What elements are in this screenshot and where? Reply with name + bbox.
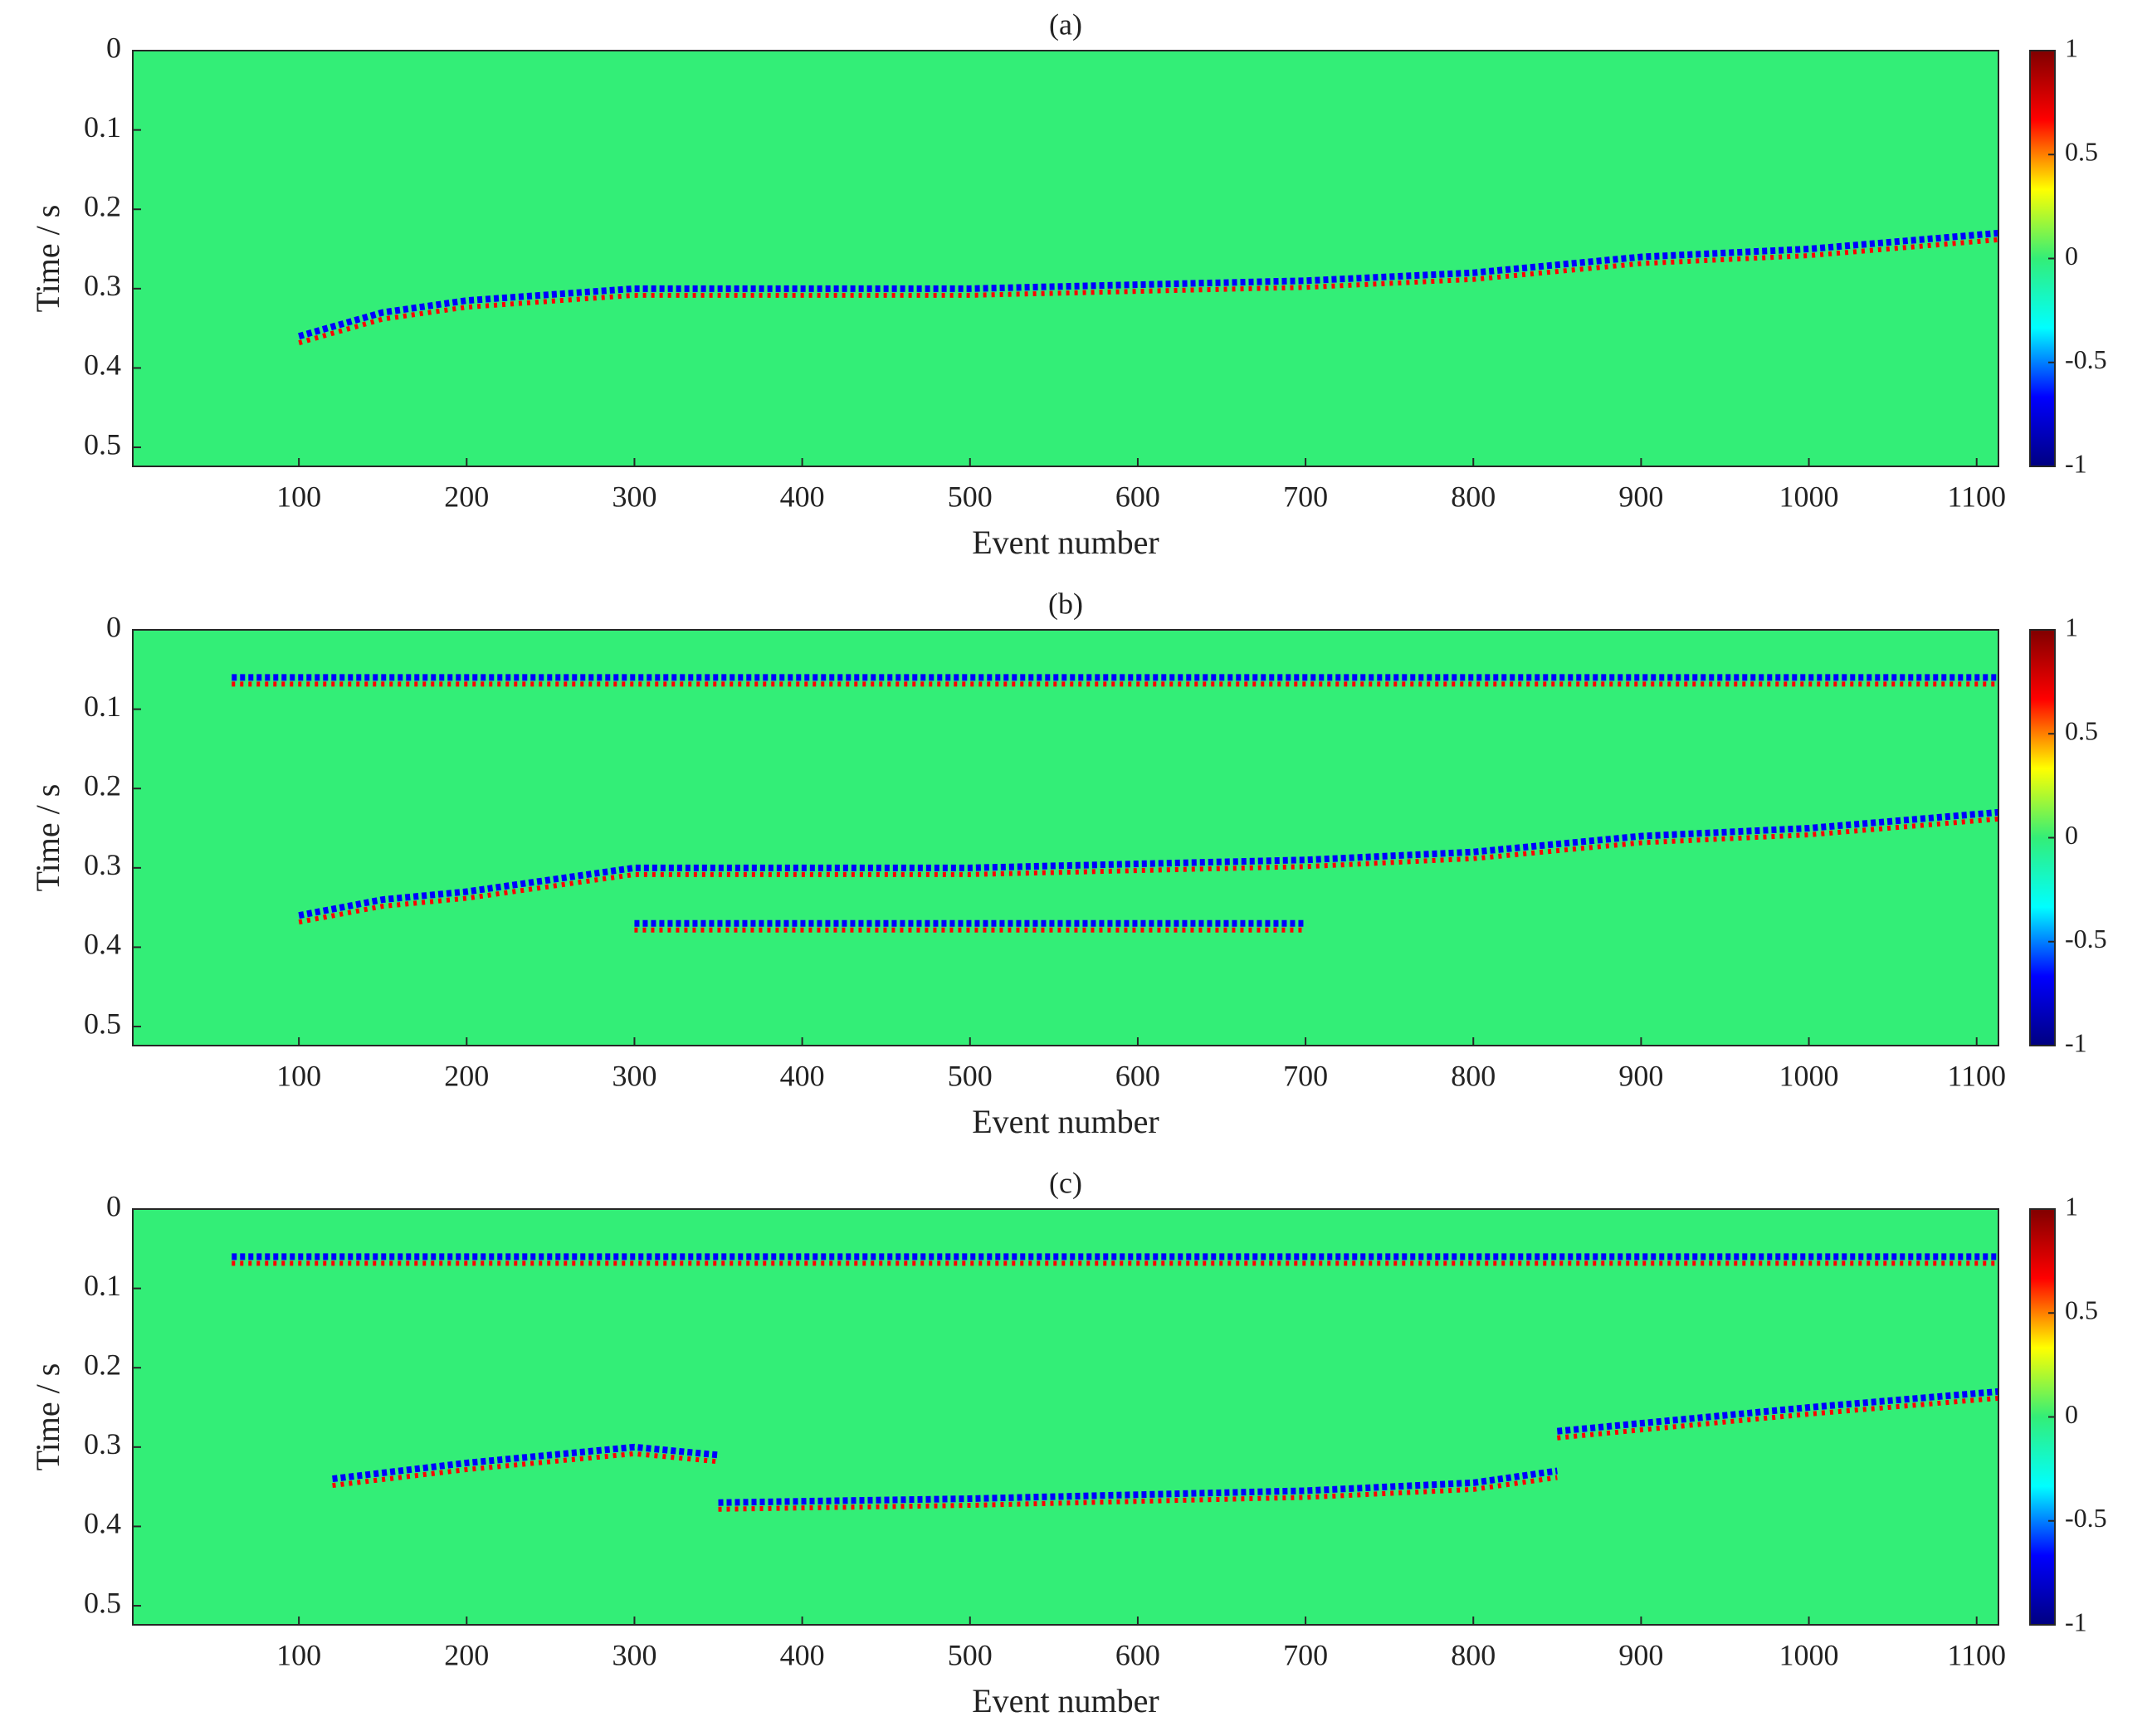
- reflection-band: [718, 1467, 1558, 1506]
- colorbar-tick-label: -0.5: [2065, 1503, 2107, 1533]
- y-tick-label: 0.3: [84, 269, 121, 302]
- x-tick-label: 800: [1451, 1638, 1496, 1671]
- colorbar-tick-label: -1: [2065, 1607, 2087, 1636]
- x-tick-label: 900: [1618, 1059, 1663, 1092]
- colorbar-tick-label: 0.5: [2065, 1295, 2098, 1325]
- y-tick-label: 0.3: [84, 1427, 121, 1460]
- x-axis-label: Event number: [972, 1103, 1159, 1140]
- x-tick-label: 500: [948, 1638, 993, 1671]
- x-tick-label: 100: [276, 1638, 321, 1671]
- x-tick-label: 600: [1115, 1059, 1160, 1092]
- x-tick-label: 300: [612, 1638, 656, 1671]
- y-tick-label: 0.1: [84, 690, 121, 723]
- y-tick-label: 0.1: [84, 110, 121, 144]
- colorbar-tick-label: -0.5: [2065, 344, 2107, 374]
- x-tick-label: 200: [444, 480, 489, 513]
- plot-frame: [132, 50, 1999, 467]
- y-tick-label: 0: [106, 610, 121, 643]
- colorbar-tick-label: -0.5: [2065, 924, 2107, 953]
- colorbar-tick-label: 0: [2065, 241, 2078, 271]
- y-tick-label: 0.4: [84, 1507, 121, 1540]
- reflection-band: [1557, 1395, 1999, 1441]
- y-axis-label: Time / s: [29, 205, 66, 313]
- x-tick-label: 1100: [1947, 1638, 2006, 1671]
- x-tick-label: 900: [1618, 1638, 1663, 1671]
- reflection-band: [298, 808, 1999, 919]
- colorbar-tick-label: -1: [2065, 448, 2087, 478]
- x-tick-label: 700: [1283, 1638, 1328, 1671]
- chart-title: (c): [1049, 1166, 1082, 1199]
- colorbar-tick-label: 0.5: [2065, 137, 2098, 167]
- colorbar-tick-label: -1: [2065, 1027, 2087, 1057]
- plot-frame: [132, 1208, 1999, 1626]
- x-tick-label: 500: [948, 1059, 993, 1092]
- x-tick-label: 600: [1115, 1638, 1160, 1671]
- reflection-band: [1556, 1387, 1999, 1435]
- x-tick-label: 1000: [1779, 1059, 1839, 1092]
- x-tick-label: 800: [1451, 480, 1496, 513]
- heatmap-background: [133, 630, 1998, 1046]
- reflection-band: [298, 237, 1999, 346]
- y-tick-label: 0.3: [84, 848, 121, 881]
- x-tick-label: 400: [780, 480, 825, 513]
- colorbar-tick-label: 0: [2065, 820, 2078, 850]
- x-tick-label: 1100: [1947, 480, 2006, 513]
- x-tick-label: 300: [612, 480, 656, 513]
- x-tick-label: 100: [276, 480, 321, 513]
- x-tick-label: 100: [276, 1059, 321, 1092]
- y-tick-label: 0.4: [84, 928, 121, 961]
- x-tick-label: 500: [948, 480, 993, 513]
- y-tick-label: 0: [106, 31, 121, 64]
- x-tick-label: 1000: [1779, 1638, 1839, 1671]
- y-tick-label: 0.5: [84, 427, 121, 461]
- reflection-band: [332, 1443, 719, 1483]
- x-tick-label: 600: [1115, 480, 1160, 513]
- y-tick-label: 0: [106, 1189, 121, 1222]
- y-tick-label: 0.2: [84, 1348, 121, 1381]
- y-axis-label: Time / s: [29, 1363, 66, 1471]
- x-axis-label: Event number: [972, 524, 1159, 561]
- x-tick-label: 700: [1283, 1059, 1328, 1092]
- chart-title: (b): [1048, 587, 1083, 620]
- x-tick-label: 700: [1283, 480, 1328, 513]
- x-tick-label: 1100: [1947, 1059, 2006, 1092]
- colorbar-tick-label: 0: [2065, 1399, 2078, 1429]
- x-tick-label: 400: [780, 1638, 825, 1671]
- x-tick-label: 900: [1618, 480, 1663, 513]
- y-tick-label: 0.1: [84, 1269, 121, 1302]
- x-tick-label: 200: [444, 1638, 489, 1671]
- x-tick-label: 400: [780, 1059, 825, 1092]
- x-tick-label: 200: [444, 1059, 489, 1092]
- y-tick-label: 0.2: [84, 768, 121, 802]
- x-tick-label: 1000: [1779, 480, 1839, 513]
- plot-frame: [132, 629, 1999, 1046]
- y-tick-label: 0.4: [84, 349, 121, 382]
- chart-title: (a): [1049, 7, 1082, 41]
- colorbar-tick-label: 1: [2065, 32, 2078, 62]
- heatmap-background: [133, 51, 1998, 466]
- colorbar-tick-label: 1: [2065, 612, 2078, 641]
- x-tick-label: 300: [612, 1059, 656, 1092]
- y-axis-label: Time / s: [29, 784, 66, 892]
- reflection-band: [332, 1451, 719, 1489]
- x-tick-label: 800: [1451, 1059, 1496, 1092]
- y-tick-label: 0.5: [84, 1586, 121, 1619]
- reflection-band: [718, 1475, 1558, 1512]
- heatmap-background: [133, 1209, 1998, 1625]
- reflection-band: [298, 229, 1999, 340]
- y-tick-label: 0.5: [84, 1007, 121, 1040]
- y-tick-label: 0.2: [84, 189, 121, 222]
- colorbar-tick-label: 1: [2065, 1191, 2078, 1221]
- colorbar-tick-label: 0.5: [2065, 716, 2098, 746]
- x-axis-label: Event number: [972, 1682, 1159, 1719]
